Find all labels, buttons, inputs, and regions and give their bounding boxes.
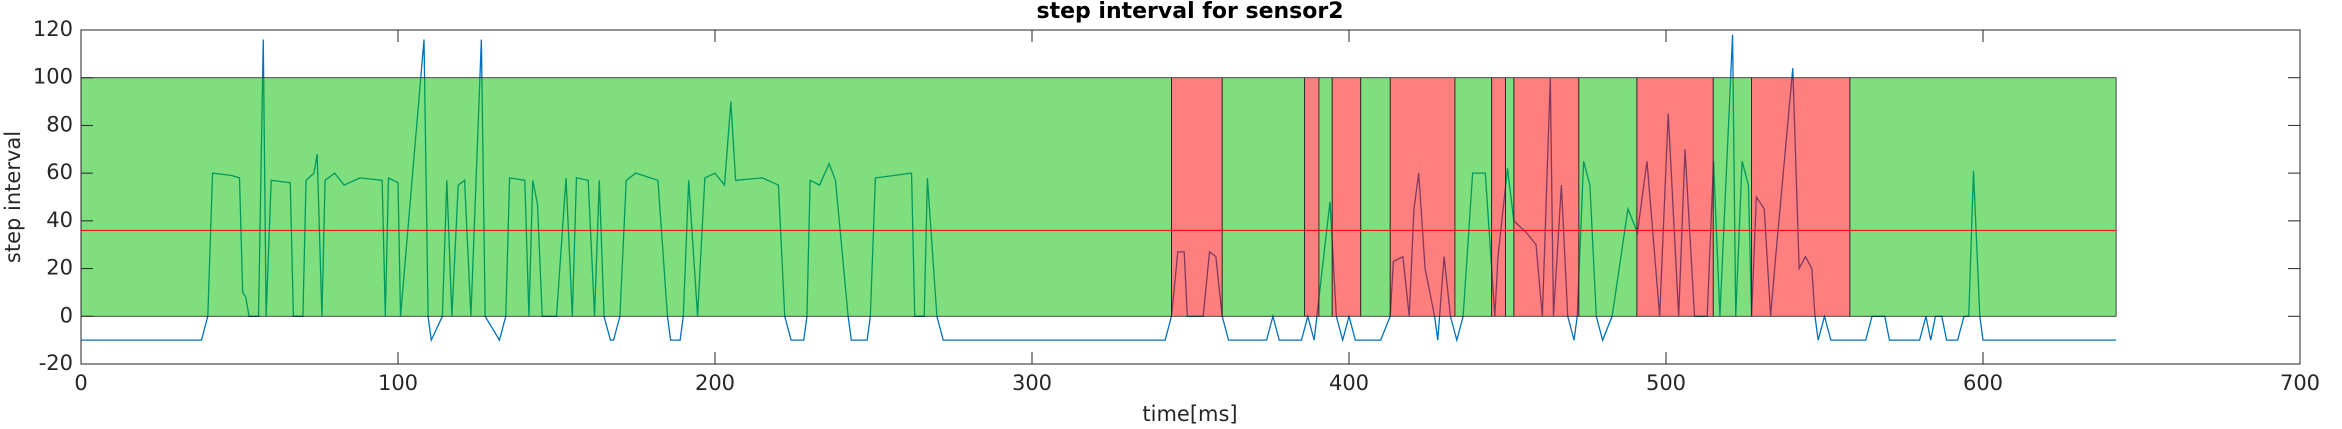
y-tick-label: -20 bbox=[39, 351, 73, 375]
y-tick-label: 20 bbox=[46, 256, 73, 280]
y-tick-label: 0 bbox=[60, 303, 73, 327]
y-tick-label: 40 bbox=[46, 208, 73, 232]
x-tick-label: 0 bbox=[74, 371, 87, 395]
region bbox=[1304, 77, 1320, 317]
x-tick-label: 200 bbox=[695, 371, 735, 395]
region bbox=[1751, 77, 1851, 317]
y-tick-label: 80 bbox=[46, 112, 73, 136]
x-tick-label: 100 bbox=[378, 371, 418, 395]
region bbox=[1849, 77, 2117, 317]
x-tick-label: 400 bbox=[1329, 371, 1369, 395]
x-tick-label: 600 bbox=[1963, 371, 2003, 395]
region bbox=[1221, 77, 1306, 317]
axes-box bbox=[80, 29, 2301, 365]
region bbox=[1578, 77, 1638, 317]
x-tick-label: 500 bbox=[1646, 371, 1686, 395]
x-tick-label: 700 bbox=[2280, 371, 2320, 395]
region bbox=[1491, 77, 1506, 317]
region bbox=[1513, 77, 1580, 317]
region bbox=[1454, 77, 1493, 317]
region bbox=[1318, 77, 1333, 317]
region bbox=[1505, 77, 1515, 317]
region bbox=[1389, 77, 1456, 317]
region bbox=[1712, 77, 1752, 317]
y-tick-label: 120 bbox=[33, 17, 73, 41]
chart-title: step interval for sensor2 bbox=[1036, 0, 1343, 24]
y-axis-label: step interval bbox=[1, 131, 25, 263]
region bbox=[1331, 77, 1362, 317]
y-tick-label: 60 bbox=[46, 160, 73, 184]
y-tick-label: 100 bbox=[33, 65, 73, 89]
region bbox=[1171, 77, 1223, 317]
x-tick-label: 300 bbox=[1012, 371, 1052, 395]
x-axis-label: time[ms] bbox=[1142, 402, 1237, 426]
region bbox=[80, 77, 1172, 317]
region bbox=[1360, 77, 1391, 317]
region bbox=[1636, 77, 1714, 317]
